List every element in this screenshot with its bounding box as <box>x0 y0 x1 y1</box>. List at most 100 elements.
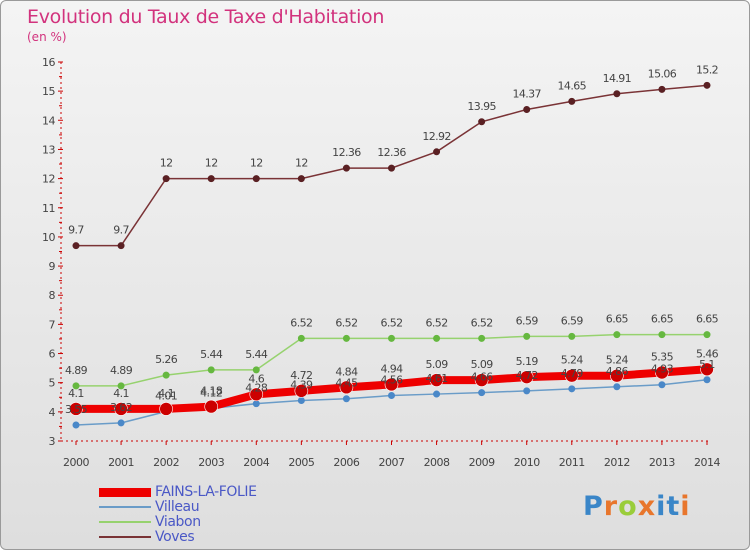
data-label: 4.39 <box>290 378 313 391</box>
data-point <box>568 97 576 105</box>
legend-swatch <box>99 521 151 523</box>
data-point <box>387 164 395 172</box>
data-point <box>72 242 80 250</box>
data-point <box>162 175 170 183</box>
data-label: 15.2 <box>696 63 718 76</box>
legend-label: Voves <box>155 529 195 545</box>
data-point <box>655 365 669 380</box>
y-tick-label: 12 <box>42 173 55 186</box>
data-label: 12.36 <box>332 146 361 159</box>
data-label: 5.26 <box>155 353 178 366</box>
proxiti-logo: Proxiti <box>583 491 691 522</box>
x-tick-label: 2008 <box>424 456 450 469</box>
legend-swatch <box>99 506 151 508</box>
data-label: 5.24 <box>606 354 629 367</box>
data-label: 4.89 <box>110 364 133 377</box>
data-label: 4.72 <box>516 369 538 382</box>
x-tick-label: 2010 <box>514 456 540 469</box>
data-point <box>610 368 624 383</box>
x-tick-label: 2004 <box>243 456 269 469</box>
data-label: 4.01 <box>155 390 177 403</box>
data-point <box>297 334 305 342</box>
data-point <box>613 90 621 98</box>
data-label: 6.52 <box>290 316 312 329</box>
data-point <box>700 362 714 377</box>
data-label: 12 <box>250 157 263 170</box>
chart-subtitle: (en %) <box>27 30 67 44</box>
data-point <box>613 383 621 391</box>
data-label: 4.61 <box>426 372 448 385</box>
data-point <box>117 382 125 390</box>
y-tick-label: 3 <box>49 435 56 448</box>
data-point <box>478 389 486 397</box>
data-label: 4.45 <box>335 377 358 390</box>
legend-label: FAINS-LA-FOLIE <box>155 484 257 500</box>
data-label: 15.06 <box>648 67 677 80</box>
data-label: 6.52 <box>380 316 402 329</box>
data-label: 6.52 <box>335 316 357 329</box>
logo-letter: P <box>583 491 604 522</box>
data-label: 12.92 <box>422 130 451 143</box>
data-label: 12 <box>295 157 308 170</box>
legend-swatch <box>99 536 151 538</box>
data-point <box>703 376 711 384</box>
data-point <box>114 402 128 416</box>
data-label: 5.09 <box>471 358 494 371</box>
data-label: 4.1 <box>158 387 174 400</box>
logo-letter: i <box>656 491 667 522</box>
data-point <box>433 334 441 342</box>
data-point <box>342 164 350 172</box>
x-tick-label: 2002 <box>153 456 179 469</box>
data-point <box>564 368 579 383</box>
logo-letter: r <box>603 491 619 522</box>
chart-title: Evolution du Taux de Taxe d'Habitation <box>27 6 385 28</box>
data-point <box>252 366 260 374</box>
x-tick-label: 2011 <box>559 456 585 469</box>
data-label: 5.46 <box>696 347 719 360</box>
data-point <box>433 148 441 156</box>
data-point <box>387 334 395 342</box>
data-label: 5.44 <box>245 348 268 361</box>
data-label: 5.1 <box>699 358 715 371</box>
data-point <box>72 421 80 429</box>
x-tick-label: 2007 <box>379 456 405 469</box>
logo-letter: t <box>666 491 681 522</box>
data-point <box>117 242 125 250</box>
data-label: 4.89 <box>65 364 88 377</box>
y-tick-label: 16 <box>42 56 55 69</box>
data-point <box>117 419 125 427</box>
data-label: 4.6 <box>248 372 264 385</box>
data-label: 4.72 <box>290 369 312 382</box>
data-label: 4.94 <box>380 362 403 375</box>
data-label: 14.65 <box>558 79 587 92</box>
data-point <box>478 334 486 342</box>
data-point <box>252 175 260 183</box>
data-label: 13.95 <box>467 100 496 113</box>
data-label: 5.35 <box>651 350 674 363</box>
data-point <box>207 366 215 374</box>
legend-label: Viabon <box>155 514 201 530</box>
data-point <box>703 81 711 89</box>
data-point <box>252 400 260 408</box>
data-point <box>69 402 83 416</box>
data-point <box>207 175 215 183</box>
data-point <box>478 118 486 126</box>
data-point <box>658 381 666 389</box>
data-point <box>387 392 395 400</box>
data-label: 4.86 <box>606 365 629 378</box>
data-label: 3.62 <box>110 401 132 414</box>
x-tick-label: 2000 <box>63 456 89 469</box>
legend-label: Villeau <box>155 499 200 515</box>
data-point <box>294 384 309 398</box>
data-point <box>249 387 264 402</box>
y-tick-label: 14 <box>42 114 55 127</box>
data-label: 4.1 <box>113 387 129 400</box>
data-label: 6.59 <box>516 314 539 327</box>
data-point <box>162 371 170 379</box>
data-label: 6.65 <box>696 313 719 326</box>
data-point <box>658 85 666 93</box>
data-label: 5.44 <box>200 348 223 361</box>
data-label: 4.1 <box>68 387 84 400</box>
x-tick-label: 2001 <box>108 456 134 469</box>
